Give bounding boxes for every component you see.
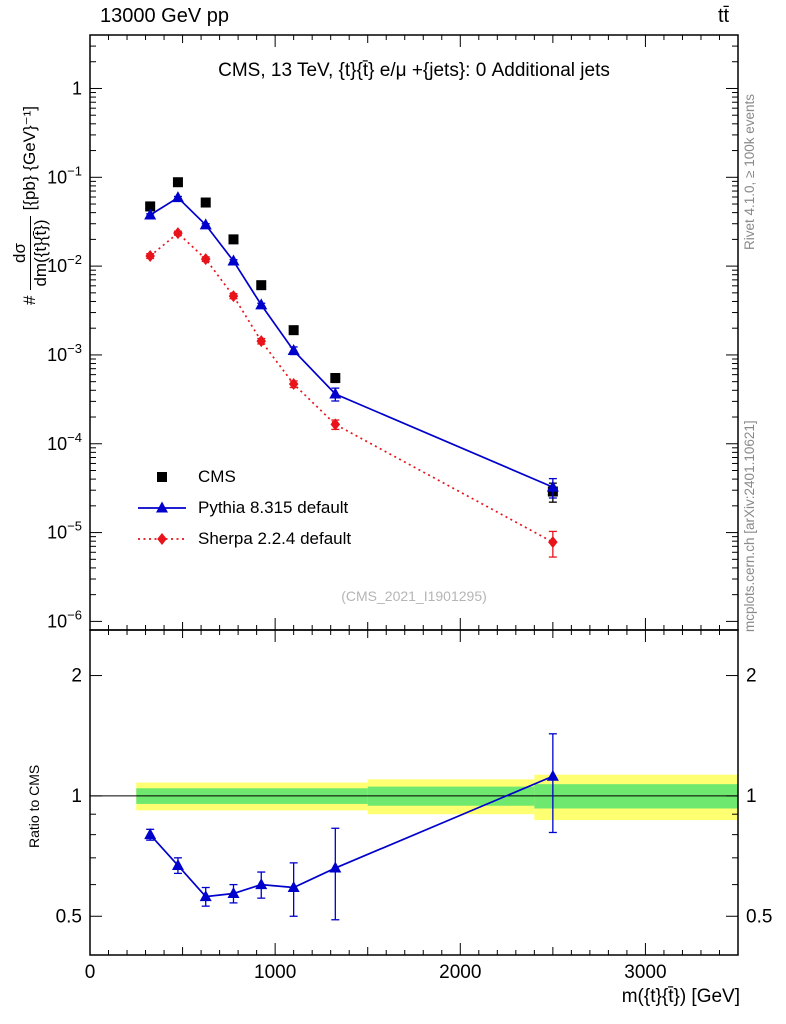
tick-label: 10−5 [47, 519, 82, 543]
data-point-marker [287, 881, 300, 893]
data-point-marker [156, 501, 168, 513]
tick-label: 2 [746, 666, 757, 687]
data-point-marker [330, 418, 341, 431]
legend: CMS Pythia 8.315 default Sherpa 2.2.4 defa… [136, 466, 351, 550]
data-point-marker [228, 290, 239, 303]
axis-tick-labels: 0 1000 2000 3000 10−6 10−5 10−4 10−3 10−2 10−1 1 0.… [47, 78, 772, 983]
tick-label: 1 [71, 786, 82, 807]
tick-label: 2 [71, 666, 82, 687]
data-point-marker [287, 344, 300, 356]
data-point-marker [199, 218, 212, 230]
tick-label: 10−4 [47, 430, 82, 454]
axis-ticks [89, 34, 739, 955]
side-note-mcplots-arxiv: mcplots.cern.ch [arXiv:2401.10621] [742, 420, 757, 632]
data-point-marker [145, 249, 155, 262]
data-point-marker [228, 234, 239, 245]
tick-label: 10−6 [47, 607, 82, 631]
header-process: tt̄ [718, 5, 730, 27]
data-point-marker [171, 858, 184, 870]
legend-label: CMS [198, 467, 236, 486]
tick-label: 3000 [624, 962, 666, 983]
plot-title: CMS, 13 TeV, {t}{t̄} e/μ +{jets}: 0 Addi… [218, 60, 610, 81]
data-point-marker [144, 208, 157, 220]
ratio-series-pythia [144, 733, 559, 921]
data-point-marker [199, 890, 212, 902]
y-axis-label-units: [{pb} {GeV}⁻¹] [20, 105, 40, 211]
data-point-marker [330, 372, 341, 383]
tick-label: 0.5 [56, 906, 82, 927]
data-point-marker [200, 253, 211, 266]
legend-square-icon [157, 472, 167, 482]
data-point-marker [144, 828, 157, 840]
data-point-marker [546, 769, 559, 781]
series-line-pythia [149, 196, 554, 488]
data-point-marker [227, 254, 240, 266]
tick-label: 2000 [439, 962, 481, 983]
watermark-analysis-id: (CMS_2021_I1901295) [341, 588, 487, 604]
data-point-marker [255, 298, 268, 310]
ratio-panel-frame [89, 629, 739, 956]
legend-item: CMS [136, 466, 351, 488]
y-axis-label: # dσ dm({t}{t̄}) [{pb} {GeV}⁻¹] [10, 105, 51, 305]
y-axis-label-denominator: dm({t}{t̄}) [29, 216, 51, 290]
x-axis-label: m({t}{t̄}) [GeV] [621, 986, 740, 1007]
data-point-marker [171, 191, 184, 203]
data-point-marker [288, 325, 299, 336]
data-point-marker [255, 878, 268, 890]
data-point-marker [227, 887, 240, 899]
side-note-rivet-version: Rivet 4.1.0, ≥ 100k events [742, 94, 757, 250]
data-point-marker [145, 201, 156, 212]
legend-diamond-icon [138, 533, 186, 545]
data-point-marker [157, 533, 167, 545]
ratio-axis-label: Ratio to CMS [26, 764, 42, 848]
ratio-line-pythia [149, 775, 554, 898]
header-beam-energy: 13000 GeV pp [100, 5, 229, 27]
legend-item: Sherpa 2.2.4 default [136, 528, 351, 550]
data-point-marker [329, 387, 342, 399]
data-point-marker [172, 177, 183, 188]
series-line-sherpa [149, 232, 554, 543]
tick-label: 10−1 [47, 163, 82, 187]
tick-label: 0.5 [746, 906, 772, 927]
y-axis-label-numerator: dσ [10, 243, 29, 263]
data-point-marker [173, 227, 183, 240]
tick-label: 0 [85, 962, 96, 983]
data-point-marker [546, 480, 559, 492]
data-point-marker [256, 280, 267, 291]
tick-label: 10−3 [47, 341, 82, 365]
tick-label: 1 [746, 786, 757, 807]
y-axis-label-prefix: # [20, 295, 40, 305]
legend-label: Sherpa 2.2.4 default [198, 529, 352, 548]
data-point-marker [256, 335, 267, 348]
y-axis-label-fraction: dσ dm({t}{t̄}) [10, 216, 51, 290]
tick-label: 1 [72, 78, 82, 98]
data-point-marker [200, 197, 211, 208]
data-point-marker [288, 378, 299, 391]
data-point-marker [157, 472, 167, 482]
legend-item: Pythia 8.315 default [136, 497, 351, 519]
series-sherpa [145, 227, 558, 558]
ratio-uncertainty-bands [90, 774, 738, 821]
tick-label: 10−2 [47, 252, 82, 276]
panel-frames [89, 34, 739, 956]
data-point-marker [329, 861, 342, 873]
legend-triangle-icon [138, 501, 186, 513]
series-pythia [144, 191, 559, 499]
tick-label: 1000 [254, 962, 296, 983]
legend-label: Pythia 8.315 default [198, 498, 349, 517]
data-point-marker [548, 536, 558, 549]
